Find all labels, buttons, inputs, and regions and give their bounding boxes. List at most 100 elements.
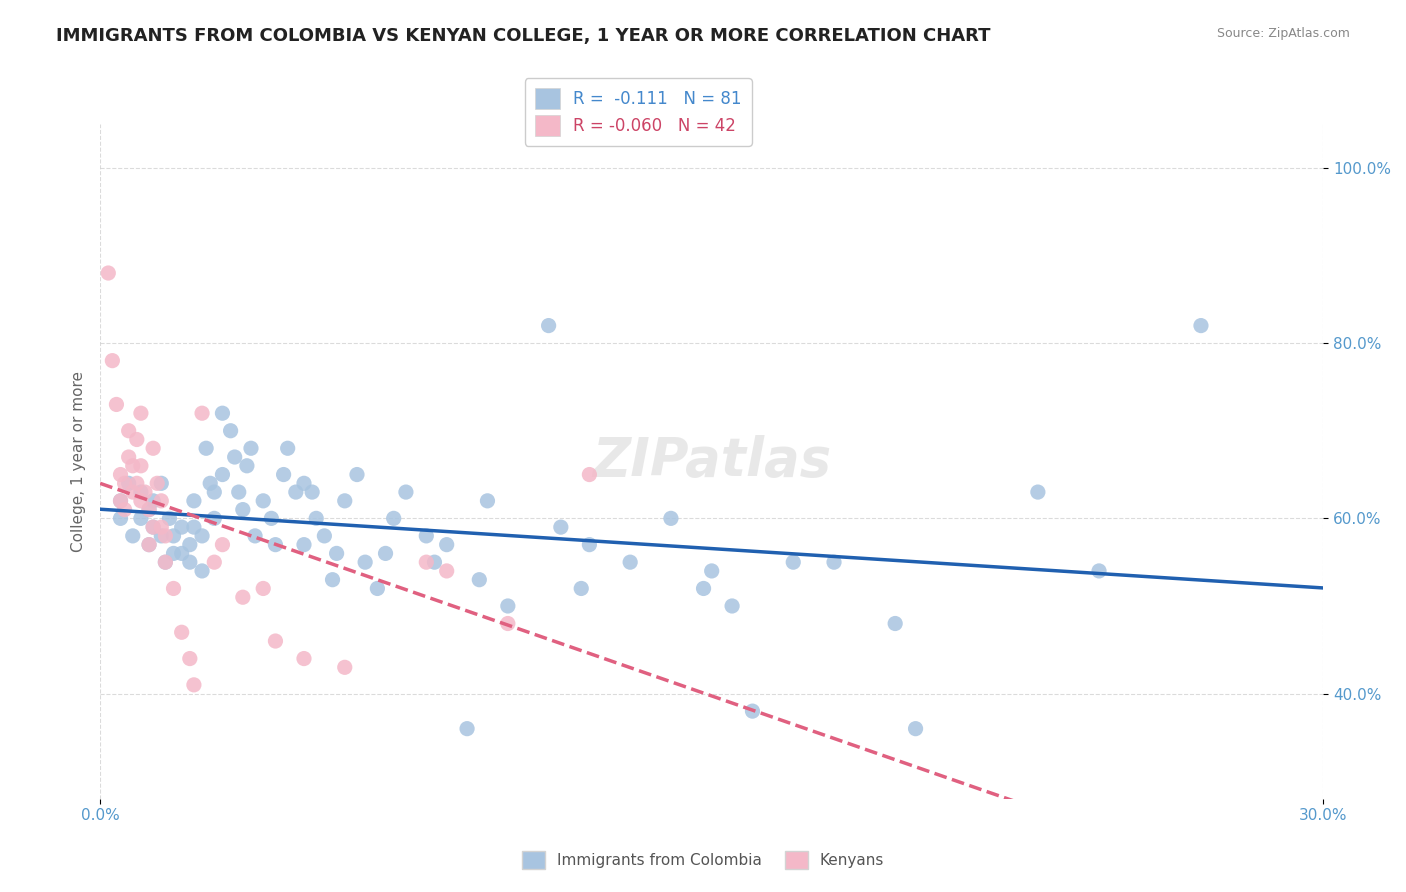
Point xyxy=(211,467,233,482)
Point xyxy=(110,493,132,508)
Point xyxy=(436,538,458,552)
Point xyxy=(150,476,173,491)
Point xyxy=(121,458,143,473)
Point xyxy=(333,660,356,674)
Point xyxy=(277,442,299,456)
Point xyxy=(284,485,307,500)
Point xyxy=(236,458,259,473)
Point xyxy=(468,573,491,587)
Point xyxy=(354,555,377,569)
Point xyxy=(183,678,205,692)
Point xyxy=(264,634,287,648)
Point xyxy=(252,493,274,508)
Point xyxy=(395,485,418,500)
Point xyxy=(138,538,160,552)
Point xyxy=(219,424,242,438)
Point xyxy=(191,406,214,420)
Point xyxy=(118,450,141,464)
Point xyxy=(170,546,193,560)
Point xyxy=(423,555,446,569)
Point xyxy=(823,555,845,569)
Point xyxy=(273,467,295,482)
Point xyxy=(346,467,368,482)
Point xyxy=(162,546,184,560)
Point xyxy=(252,582,274,596)
Point xyxy=(415,555,437,569)
Point xyxy=(138,538,160,552)
Point xyxy=(191,529,214,543)
Point xyxy=(200,476,222,491)
Point xyxy=(301,485,323,500)
Point xyxy=(150,529,173,543)
Point xyxy=(121,529,143,543)
Text: Source: ZipAtlas.com: Source: ZipAtlas.com xyxy=(1216,27,1350,40)
Point xyxy=(125,476,148,491)
Legend: R =  -0.111   N = 81, R = -0.060   N = 42: R = -0.111 N = 81, R = -0.060 N = 42 xyxy=(524,78,752,145)
Point xyxy=(721,599,744,613)
Point xyxy=(1088,564,1111,578)
Point xyxy=(150,493,173,508)
Point xyxy=(224,450,246,464)
Point xyxy=(232,591,254,605)
Text: IMMIGRANTS FROM COLOMBIA VS KENYAN COLLEGE, 1 YEAR OR MORE CORRELATION CHART: IMMIGRANTS FROM COLOMBIA VS KENYAN COLLE… xyxy=(56,27,991,45)
Point xyxy=(692,582,714,596)
Point xyxy=(211,406,233,420)
Point xyxy=(578,538,600,552)
Point xyxy=(1026,485,1049,500)
Legend: Immigrants from Colombia, Kenyans: Immigrants from Colombia, Kenyans xyxy=(516,845,890,875)
Point xyxy=(305,511,328,525)
Point xyxy=(138,502,160,516)
Point xyxy=(129,406,152,420)
Point xyxy=(232,502,254,516)
Point xyxy=(110,493,132,508)
Point xyxy=(884,616,907,631)
Point xyxy=(129,485,152,500)
Point xyxy=(142,442,165,456)
Point xyxy=(292,476,315,491)
Point xyxy=(366,582,388,596)
Point xyxy=(183,493,205,508)
Point xyxy=(150,520,173,534)
Point xyxy=(202,555,225,569)
Point xyxy=(243,529,266,543)
Point xyxy=(134,485,156,500)
Point xyxy=(179,555,201,569)
Point xyxy=(118,476,141,491)
Point xyxy=(191,564,214,578)
Point xyxy=(125,433,148,447)
Point xyxy=(264,538,287,552)
Point xyxy=(170,625,193,640)
Point xyxy=(146,476,169,491)
Point xyxy=(170,520,193,534)
Point xyxy=(121,485,143,500)
Point xyxy=(142,520,165,534)
Point xyxy=(619,555,641,569)
Point xyxy=(162,582,184,596)
Point xyxy=(1189,318,1212,333)
Point xyxy=(550,520,572,534)
Text: ZIPatlas: ZIPatlas xyxy=(592,435,831,487)
Point xyxy=(211,538,233,552)
Point xyxy=(129,493,152,508)
Point xyxy=(240,442,263,456)
Point xyxy=(333,493,356,508)
Point xyxy=(477,493,499,508)
Point xyxy=(741,704,763,718)
Point xyxy=(142,493,165,508)
Point xyxy=(110,511,132,525)
Point xyxy=(183,520,205,534)
Point xyxy=(114,502,136,516)
Point xyxy=(496,616,519,631)
Point xyxy=(260,511,283,525)
Point xyxy=(537,318,560,333)
Point xyxy=(142,520,165,534)
Point xyxy=(904,722,927,736)
Point xyxy=(162,529,184,543)
Point xyxy=(292,651,315,665)
Point xyxy=(118,424,141,438)
Point xyxy=(114,476,136,491)
Point xyxy=(155,555,177,569)
Point xyxy=(436,564,458,578)
Point xyxy=(138,502,160,516)
Point xyxy=(129,458,152,473)
